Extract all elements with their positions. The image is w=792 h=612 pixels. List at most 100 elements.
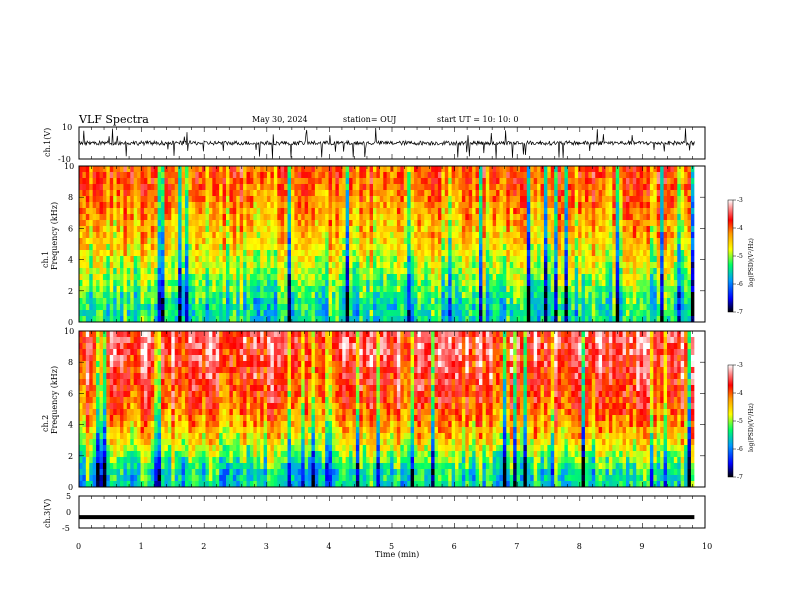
spectrogram-cell [359,316,364,323]
spectrogram-cell [335,190,340,197]
spectrogram-cell [485,220,490,227]
spectrogram-cell [502,310,507,317]
spectrogram-cell [181,190,186,197]
spectrogram-cell [92,274,97,281]
spectrogram-cell [595,208,600,215]
spectrogram-cell [625,286,630,293]
spectrogram-cell [133,232,138,239]
spectrogram-cell [478,286,483,293]
spectrogram-cell [670,250,675,257]
spectrogram-cell [619,166,623,173]
spectrogram-cell [578,202,582,209]
spectrogram-cell [349,310,353,317]
spectrogram-cell [130,214,135,221]
spectrogram-cell [311,184,316,191]
spectrogram-cell [622,310,627,317]
spectrogram-cell [485,226,490,233]
spectrogram-cell [96,268,100,275]
spectrogram-cell [184,331,189,338]
spectrogram-cell [202,190,206,197]
spectrogram-cell [540,178,545,185]
spectrogram-cell [143,316,148,323]
spectrogram-cell [567,202,572,209]
spectrogram-cell [482,310,487,317]
spectrogram-cell [424,298,429,305]
spectrogram-cell [588,316,593,323]
spectrogram-cell [625,298,630,305]
spectrogram-cell [106,208,111,215]
spectrogram-cell [147,178,152,185]
spectrogram-cell [482,214,487,221]
spectrogram-cell [126,238,131,245]
spectrogram-cell [243,214,247,221]
spectrogram-cell [684,256,688,263]
spectrogram-cell [619,262,623,269]
spectrogram-cell [595,292,600,299]
spectrogram-cell [543,208,548,215]
spectrogram-cell [331,184,336,191]
spectrogram-cell [390,298,394,305]
spectrogram-cell [393,178,398,185]
spectrogram-cell [164,250,169,257]
spectrogram-cell [311,226,316,233]
spectrogram-cell [260,292,265,299]
spectrogram-cell [205,220,210,227]
spectrogram-cell [410,202,415,209]
spectrogram-cell [294,310,299,317]
spectrogram-cell [468,208,473,215]
spectrogram-cell [184,190,189,197]
spectrogram-cell [325,298,329,305]
spectrogram-cell [485,292,490,299]
spectrogram-cell [667,226,671,233]
spectrogram-cell [574,262,579,269]
spectrogram-cell [212,286,217,293]
spectrogram-cell [284,310,288,317]
spectrogram-cell [468,280,473,287]
spectrogram-cell [280,310,285,317]
spectrogram-cell [171,298,176,305]
spectrogram-cell [229,238,234,245]
spectrogram-cell [622,316,627,323]
spectrogram-cell [318,214,323,221]
spectrogram-cell [181,331,186,338]
spectrogram-cell [188,256,193,263]
spectrogram-cell [181,226,186,233]
spectrogram-cell [109,196,114,203]
spectrogram-cell [85,172,90,179]
spectrogram-cell [690,250,695,257]
spectrogram-cell [550,226,555,233]
spectrogram-cell [605,310,610,317]
spectrogram-cell [181,274,186,281]
spectrogram-cell [256,268,261,275]
spectrogram-cell [393,190,398,197]
spectrogram-cell [369,310,374,317]
spectrogram-cell [646,250,651,257]
spectrogram-cell [161,268,165,275]
spectrogram-cell [270,244,275,251]
spectrogram-cell [465,262,470,269]
spectrogram-cell [222,226,227,233]
spectrogram-cell [157,244,162,251]
spectrogram-cell [82,292,87,299]
spectrogram-cell [123,190,128,197]
spectrogram-cell [232,214,237,221]
spectrogram-cell [290,286,295,293]
spectrogram-cell [407,256,412,263]
spectrogram-cell [147,274,152,281]
spectrogram-cell [150,331,155,338]
spectrogram-cell [352,238,357,245]
spectrogram-cell [591,280,596,287]
spectrogram-cell [516,196,521,203]
spectrogram-cell [260,310,265,317]
spectrogram-cell [434,196,439,203]
spectrogram-cell [506,190,511,197]
spectrogram-cell [79,310,83,317]
spectrogram-cell [598,202,603,209]
spectrogram-cell [352,166,357,173]
spectrogram-cell [126,268,131,275]
spectrogram-cell [516,250,521,257]
spectrogram-cell [567,304,572,311]
spectrogram-cell [670,262,675,269]
spectrogram-cell [85,220,90,227]
spectrogram-cell [352,292,357,299]
